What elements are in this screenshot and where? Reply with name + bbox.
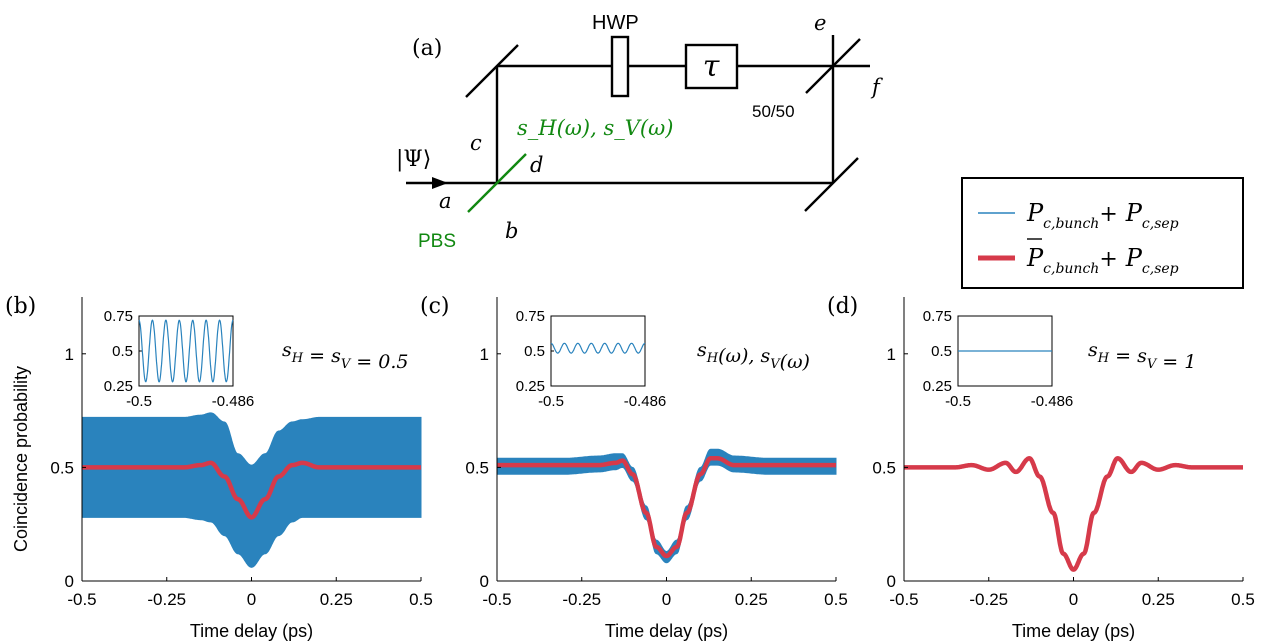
inset-y-tick-label: 0.75 [104, 308, 133, 325]
x-tick-label: 0.5 [1231, 590, 1255, 609]
legend-entry-raw: Pc,bunch+ Pc,sep [1026, 199, 1179, 232]
inset-y-tick-label: 0.25 [104, 378, 133, 395]
panel-annotation: sH = sV = 0.5 [282, 339, 408, 373]
x-tick-label: 0 [1069, 590, 1078, 609]
legend: Pc,bunch+ Pc,sep Pc,bunch+ Pc,sep [961, 177, 1244, 289]
raw-oscillation-envelope [81, 412, 422, 568]
spectrum-label: s_H(ω), s_V(ω) [517, 116, 673, 140]
port-e-label: e [814, 11, 826, 35]
beam-splitter-50-50 [805, 38, 861, 94]
inset-y-tick-label: 0.5 [931, 343, 952, 360]
inset: 0.25 0.5 0.75 -0.5 -0.486 [516, 308, 666, 410]
inset-x-tick-label: -0.486 [624, 393, 667, 410]
inset-x-tick-label: -0.5 [126, 393, 152, 410]
inset-y-tick-label: 0.25 [923, 378, 952, 395]
y-tick-label: 1 [887, 345, 896, 364]
setup-diagram: (a) [406, 35, 870, 213]
pbs-icon [467, 153, 527, 213]
x-tick-label: 0 [247, 590, 256, 609]
y-tick-label: 0 [65, 572, 74, 591]
hwp-icon [610, 35, 630, 98]
inset-oscillation-line [138, 319, 234, 383]
mirror-bottom-right [804, 157, 859, 212]
inset-y-tick-label: 0.75 [923, 308, 952, 325]
y-tick-label: 1 [65, 345, 74, 364]
bs-label: 50/50 [752, 102, 795, 121]
inset-frame [550, 315, 646, 387]
chart-panel-d: (d) -0.5 -0.25 0 0.25 0.5 0 0.5 1 Time delay (ps)… [827, 294, 1255, 641]
input-state-label: |Ψ⟩ [396, 147, 431, 172]
x-tick-label: -0.25 [562, 590, 601, 609]
panel-label: (c) [420, 294, 450, 319]
x-tick-label: -0.5 [482, 590, 511, 609]
pbs-label: PBS [418, 231, 456, 252]
inset-x-tick-label: -0.486 [212, 393, 255, 410]
inset-x-tick-label: -0.5 [945, 393, 971, 410]
port-c-label: c [470, 131, 482, 155]
legend-entry-avg: Pc,bunch+ Pc,sep [1026, 244, 1179, 277]
x-tick-label: -0.5 [889, 590, 918, 609]
inset-x-tick-label: -0.5 [538, 393, 564, 410]
inset: 0.25 0.5 0.75 -0.5 -0.486 [923, 308, 1073, 410]
panel-label: (d) [827, 294, 858, 319]
port-f-label: f [870, 75, 883, 99]
raw-oscillation-envelope [496, 448, 837, 564]
x-tick-label: -0.25 [969, 590, 1008, 609]
y-axis-label: Coincidence probability [11, 366, 31, 552]
legend-box [961, 177, 1244, 289]
hwp-label: HWP [592, 12, 639, 34]
port-a-label: a [439, 189, 452, 213]
input-arrow-icon [432, 177, 448, 189]
average-curve [80, 460, 423, 520]
inset-y-tick-label: 0.25 [516, 378, 545, 395]
inset-oscillation-line [550, 342, 646, 354]
inset-y-tick-label: 0.5 [524, 343, 545, 360]
port-d-label: d [530, 153, 543, 177]
inset-x-tick-label: -0.486 [1031, 393, 1074, 410]
tau-label: τ [703, 49, 720, 84]
y-tick-label: 0.5 [872, 458, 896, 477]
y-tick-label: 0 [887, 572, 896, 591]
x-tick-label: 0.25 [735, 590, 768, 609]
inset: 0.25 0.5 0.75 -0.5 -0.486 [104, 308, 254, 410]
x-axis-label: Time delay (ps) [190, 621, 313, 641]
x-tick-label: 0.25 [1142, 590, 1175, 609]
delay-box-icon [684, 43, 739, 90]
x-tick-label: 0.5 [824, 590, 848, 609]
panel-annotation: sH(ω), sV(ω) [697, 339, 810, 373]
panel-annotation: sH = sV = 1 [1088, 339, 1196, 373]
mirror-top-left [465, 44, 519, 98]
y-tick-label: 0.5 [50, 458, 74, 477]
diagram-labels: HWP τ 50/50 PBS |Ψ⟩ a b c d e f s_H(ω), … [396, 11, 883, 252]
y-tick-label: 0 [480, 572, 489, 591]
inset-frame [138, 315, 234, 387]
inset-y-tick-label: 0.5 [112, 343, 133, 360]
y-tick-label: 0.5 [465, 458, 489, 477]
panel-label-a: (a) [412, 36, 442, 61]
chart-panel-b: (b) -0.5 -0.25 0 0.25 0.5 0 0.5 1 Time delay (ps)… [5, 294, 433, 641]
y-tick-label: 1 [480, 345, 489, 364]
x-tick-label: -0.5 [67, 590, 96, 609]
panel-label: (b) [5, 294, 36, 319]
x-tick-label: 0.25 [320, 590, 353, 609]
x-tick-label: -0.25 [147, 590, 186, 609]
average-curve [902, 456, 1245, 572]
x-tick-label: 0 [662, 590, 671, 609]
chart-panel-c: (c) -0.5 -0.25 0 0.25 0.5 0 0.5 1 Time delay (ps)… [420, 294, 848, 641]
x-axis-label: Time delay (ps) [605, 621, 728, 641]
port-b-label: b [505, 219, 518, 243]
average-curve [495, 456, 838, 559]
x-axis-label: Time delay (ps) [1012, 621, 1135, 641]
inset-y-tick-label: 0.75 [516, 308, 545, 325]
x-tick-label: 0.5 [409, 590, 433, 609]
